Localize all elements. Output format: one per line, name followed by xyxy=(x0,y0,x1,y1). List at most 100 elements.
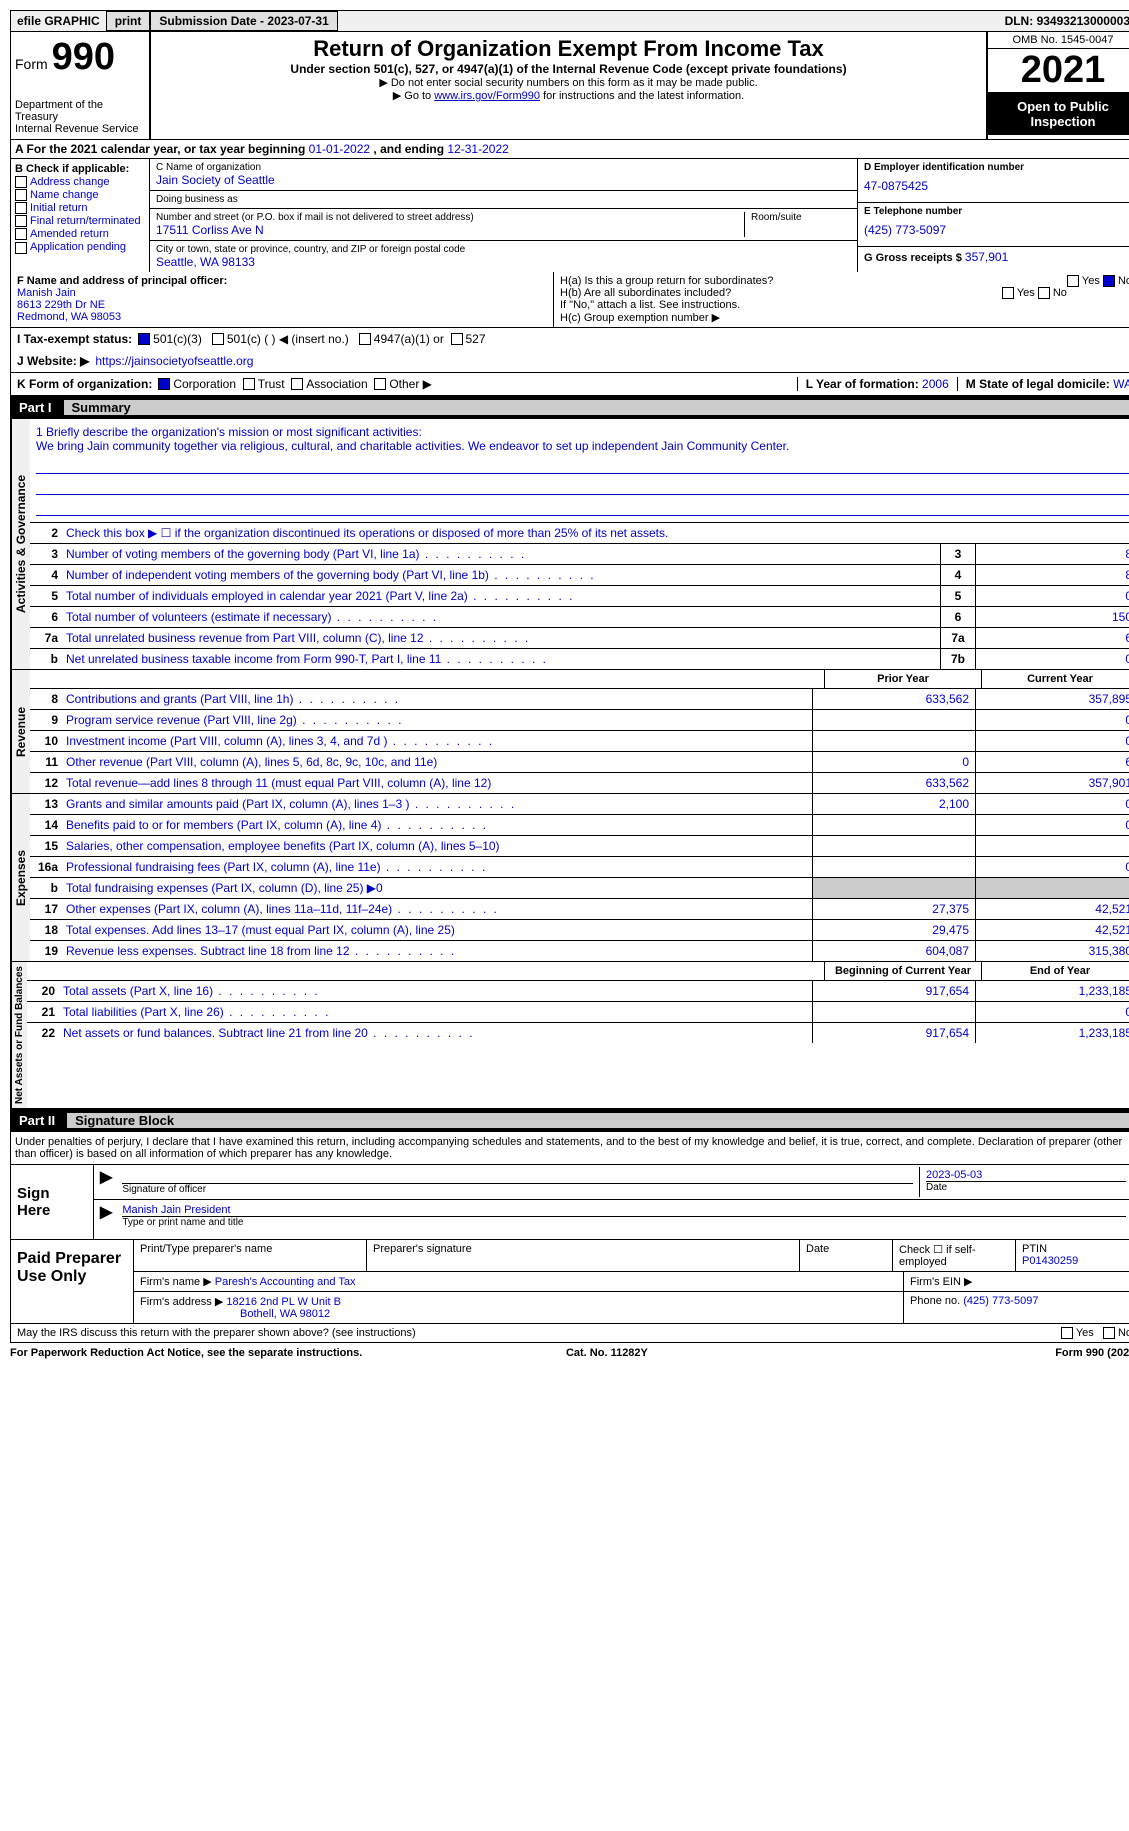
sig-date-label: Date xyxy=(926,1181,1126,1193)
ha-yes-check[interactable] xyxy=(1067,275,1079,287)
hb-label: H(b) Are all subordinates included? xyxy=(560,287,731,299)
city-label: City or town, state or province, country… xyxy=(156,244,851,255)
chk-final-return[interactable]: Final return/terminated xyxy=(15,215,145,227)
cell-gross: G Gross receipts $ 357,901 xyxy=(858,247,1129,267)
mission-text: We bring Jain community together via rel… xyxy=(36,439,1129,453)
lbl-corp: Corporation xyxy=(173,377,236,391)
officer-name-value: Manish Jain President xyxy=(122,1204,1126,1216)
chk-assoc[interactable] xyxy=(291,378,303,390)
ha-label: H(a) Is this a group return for subordin… xyxy=(560,275,773,287)
row-13: 13Grants and similar amounts paid (Part … xyxy=(30,794,1129,815)
m-domicile: M State of legal domicile: WA xyxy=(957,377,1129,391)
part1-title: Summary xyxy=(64,400,1129,415)
row-22: 22Net assets or fund balances. Subtract … xyxy=(27,1023,1129,1043)
org-name-value: Jain Society of Seattle xyxy=(156,173,851,187)
arrow-icon: ▶ xyxy=(100,1167,112,1197)
lbl-501c3: 501(c)(3) xyxy=(153,332,202,346)
arrow-icon-2: ▶ xyxy=(100,1202,112,1230)
row-11: 11Other revenue (Part VIII, column (A), … xyxy=(30,752,1129,773)
type-name-label: Type or print name and title xyxy=(122,1216,1126,1228)
room-label: Room/suite xyxy=(751,212,851,223)
discuss-yes: Yes xyxy=(1076,1327,1094,1339)
ein-value: 47-0875425 xyxy=(864,173,1129,199)
firm-name-value: Paresh's Accounting and Tax xyxy=(215,1276,356,1288)
col-begin: Beginning of Current Year xyxy=(824,962,981,980)
row-j-website: J Website: ▶ https://jainsocietyofseattl… xyxy=(10,350,1129,373)
row-8: 8Contributions and grants (Part VIII, li… xyxy=(30,689,1129,710)
sig-row-2: ▶ Manish Jain President Type or print na… xyxy=(94,1200,1129,1232)
chk-other[interactable] xyxy=(374,378,386,390)
form-number: Form 990 xyxy=(15,36,145,79)
line2-text: Check this box ▶ ☐ if the organization d… xyxy=(62,523,1129,543)
discuss-no: No xyxy=(1118,1327,1129,1339)
dln-value: 93493213000003 xyxy=(1037,14,1129,28)
cell-city: City or town, state or province, country… xyxy=(150,241,857,272)
chk-application-pending[interactable]: Application pending xyxy=(15,241,145,253)
row-16a: 16aProfessional fundraising fees (Part I… xyxy=(30,857,1129,878)
form-title: Return of Organization Exempt From Incom… xyxy=(155,36,982,62)
chk-amended-return[interactable]: Amended return xyxy=(15,228,145,240)
chk-4947[interactable] xyxy=(359,333,371,345)
chk-initial-return[interactable]: Initial return xyxy=(15,202,145,214)
col-c-org: C Name of organization Jain Society of S… xyxy=(150,159,858,272)
chk-trust[interactable] xyxy=(243,378,255,390)
rev-rows: Prior Year Current Year 8Contributions a… xyxy=(30,670,1129,793)
ha-no: No xyxy=(1118,275,1129,287)
irs-label: Internal Revenue Service xyxy=(15,123,145,135)
gov-rows: 1 Briefly describe the organization's mi… xyxy=(30,419,1129,669)
j-label: J Website: ▶ xyxy=(17,354,89,368)
note-ssn: ▶ Do not enter social security numbers o… xyxy=(155,76,982,89)
col-current: Current Year xyxy=(981,670,1129,688)
chk-501c3[interactable] xyxy=(138,333,150,345)
lbl-trust: Trust xyxy=(258,377,285,391)
street-value: 17511 Corliss Ave N xyxy=(156,223,744,237)
row-a-period: A For the 2021 calendar year, or tax yea… xyxy=(10,140,1129,159)
efile-label: efile GRAPHIC xyxy=(11,12,106,30)
preparer-right: Print/Type preparer's name Preparer's si… xyxy=(134,1240,1129,1323)
irs-link[interactable]: www.irs.gov/Form990 xyxy=(434,90,540,102)
ein-label: D Employer identification number xyxy=(864,162,1024,173)
discuss-no-check[interactable] xyxy=(1103,1327,1115,1339)
chk-address-change[interactable]: Address change xyxy=(15,176,145,188)
lbl-assoc: Association xyxy=(306,377,367,391)
discuss-text: May the IRS discuss this return with the… xyxy=(17,1327,416,1339)
phone-label: E Telephone number xyxy=(864,206,962,217)
col-prior: Prior Year xyxy=(824,670,981,688)
note-goto: ▶ Go to www.irs.gov/Form990 for instruct… xyxy=(155,89,982,102)
org-name-label: C Name of organization xyxy=(156,162,851,173)
discuss-row: May the IRS discuss this return with the… xyxy=(10,1324,1129,1343)
goto-pre: ▶ Go to xyxy=(393,90,434,102)
dept-treasury: Department of the Treasury xyxy=(15,99,145,123)
firm-name-label: Firm's name ▶ xyxy=(140,1276,215,1288)
cell-phone: E Telephone number (425) 773-5097 xyxy=(858,203,1129,247)
part1-header: Part I Summary xyxy=(10,396,1129,419)
row-4: 4 Number of independent voting members o… xyxy=(30,565,1129,586)
chk-name-change[interactable]: Name change xyxy=(15,189,145,201)
chk-527[interactable] xyxy=(451,333,463,345)
row-5: 5 Total number of individuals employed i… xyxy=(30,586,1129,607)
street-label: Number and street (or P.O. box if mail i… xyxy=(156,212,744,223)
cell-street: Number and street (or P.O. box if mail i… xyxy=(150,209,857,241)
hb-no-check[interactable] xyxy=(1038,287,1050,299)
l-formation: L Year of formation: 2006 xyxy=(797,377,949,391)
vtab-governance: Activities & Governance xyxy=(11,419,30,669)
chk-501c[interactable] xyxy=(212,333,224,345)
l-value: 2006 xyxy=(922,377,949,391)
prep-phone-value: (425) 773-5097 xyxy=(963,1295,1038,1307)
period-label: A For the 2021 calendar year, or tax yea… xyxy=(15,142,309,156)
print-button[interactable]: print xyxy=(106,11,151,31)
ha-no-check[interactable] xyxy=(1103,275,1115,287)
row-10: 10Investment income (Part VIII, column (… xyxy=(30,731,1129,752)
row-6: 6 Total number of volunteers (estimate i… xyxy=(30,607,1129,628)
firm-addr1: 18216 2nd PL W Unit B xyxy=(226,1296,341,1308)
gross-value: 357,901 xyxy=(965,250,1008,264)
sig-officer-label: Signature of officer xyxy=(122,1183,913,1195)
submission-date-box: Submission Date - 2023-07-31 xyxy=(150,11,337,31)
col-h-group: H(a) Is this a group return for subordin… xyxy=(554,272,1129,327)
m-value: WA xyxy=(1113,377,1129,391)
hb-yes-check[interactable] xyxy=(1002,287,1014,299)
rev-colheaders: Prior Year Current Year xyxy=(30,670,1129,689)
discuss-yes-check[interactable] xyxy=(1061,1327,1073,1339)
chk-corp[interactable] xyxy=(158,378,170,390)
part2-title: Signature Block xyxy=(67,1113,1129,1128)
